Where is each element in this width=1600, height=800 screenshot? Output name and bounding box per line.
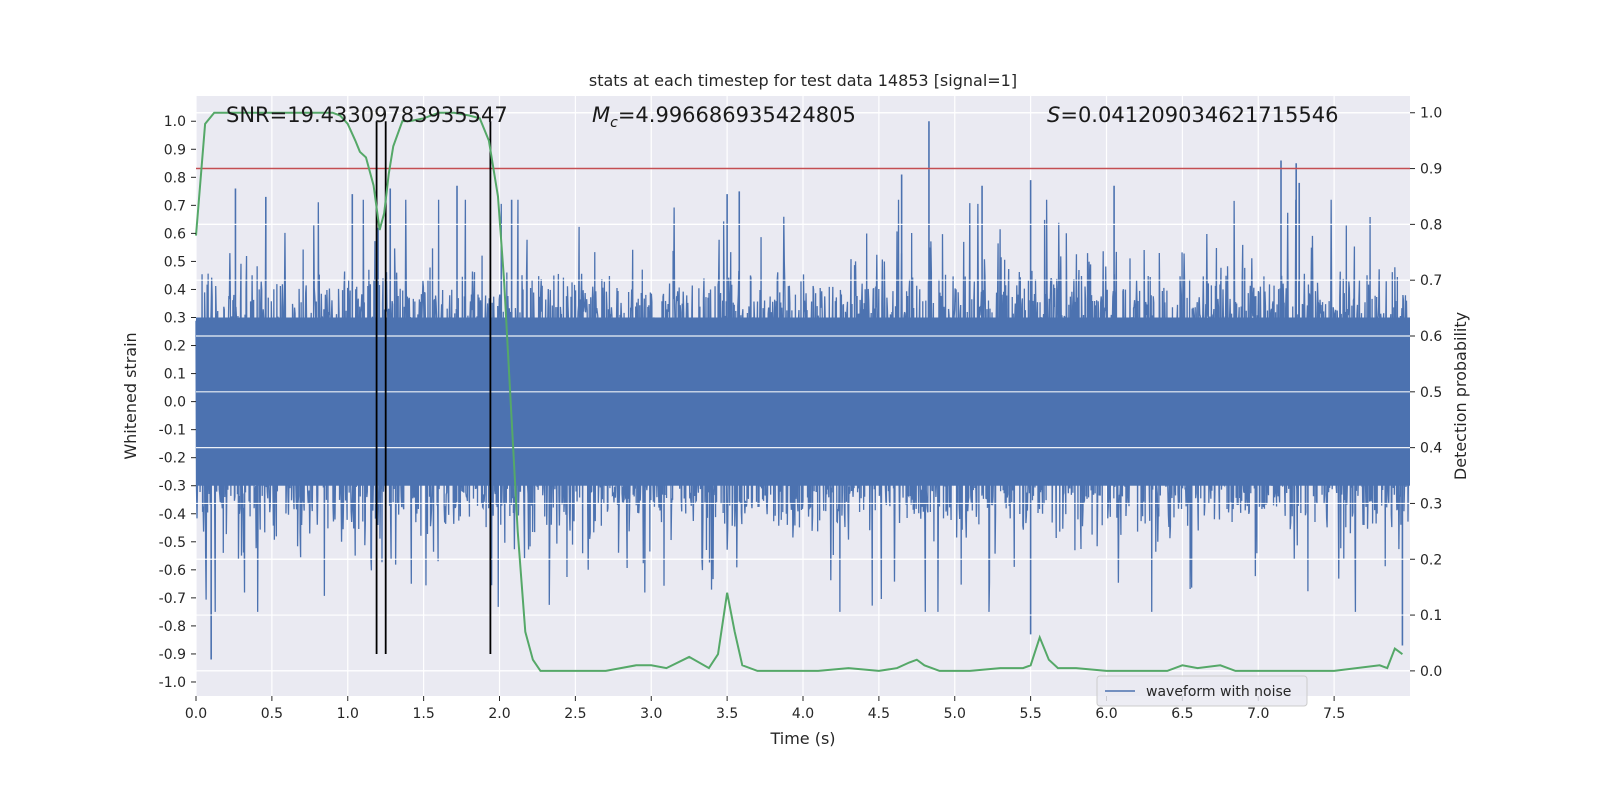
- chirp-mass-value: =4.996686935424805: [618, 103, 856, 127]
- x-tick-label: 4.5: [868, 706, 890, 722]
- y-axis-label: Whitened strain: [121, 332, 140, 459]
- y-tick-label: -0.6: [159, 563, 186, 579]
- y-tick-label: -1.0: [159, 675, 186, 691]
- x-tick-label: 7.0: [1247, 706, 1269, 722]
- y-tick-label: -0.7: [159, 591, 186, 607]
- x-tick-label: 6.0: [1095, 706, 1117, 722]
- y-right-tick-label: 0.2: [1420, 552, 1442, 568]
- y-tick-label: 0.7: [164, 198, 186, 214]
- s-symbol: S: [1047, 103, 1060, 127]
- y-tick-label: -0.4: [159, 507, 186, 523]
- y-right-tick-label: 0.9: [1420, 162, 1442, 178]
- x-tick-label: 5.5: [1019, 706, 1041, 722]
- y-tick-label: 1.0: [164, 114, 186, 130]
- snr-annotation: SNR=19.43309783935547: [226, 103, 508, 127]
- y-tick-label: 0.9: [164, 142, 186, 158]
- legend-label: waveform with noise: [1146, 684, 1291, 700]
- x-tick-label: 3.5: [716, 706, 738, 722]
- y-tick-label: -0.2: [159, 451, 186, 467]
- x-tick-label: 3.0: [640, 706, 662, 722]
- probability-series: [195, 111, 1404, 672]
- x-tick-label: 1.5: [412, 706, 434, 722]
- y-right-tick-label: 1.0: [1420, 106, 1442, 122]
- x-tick-label: 5.0: [944, 706, 966, 722]
- y-tick-label: -0.5: [159, 535, 186, 551]
- y-right-tick-label: 0.3: [1420, 496, 1442, 512]
- x-axis-label: Time (s): [769, 729, 835, 748]
- chirp-mass-annotation: Mc=4.996686935424805: [592, 103, 856, 131]
- y-tick-label: -0.9: [159, 647, 186, 663]
- waveform-series: [195, 112, 1410, 672]
- y-tick-label: -0.8: [159, 619, 186, 635]
- y-right-tick-label: 0.5: [1420, 385, 1442, 401]
- legend-box: [1096, 675, 1308, 707]
- x-tick-label: 4.0: [792, 706, 814, 722]
- y-tick-label: 0.3: [164, 310, 186, 326]
- x-tick-label: 7.5: [1323, 706, 1345, 722]
- s-value: =0.041209034621715546: [1060, 103, 1338, 127]
- s-annotation: S=0.041209034621715546: [1047, 103, 1338, 127]
- tick-labels: 0.0 0.5 1.0 1.5 2.0 2.5 3.0 3.5 4.0 4.5 5.0 5.5 6.0 6…: [159, 106, 1443, 722]
- chirp-mass-subscript: c: [610, 115, 618, 131]
- probability-line: [195, 111, 1404, 672]
- x-tick-label: 1.0: [337, 706, 359, 722]
- y-right-tick-label: 0.7: [1420, 273, 1442, 289]
- x-tick-label: 0.0: [185, 706, 207, 722]
- y-tick-label: 0.1: [164, 367, 186, 383]
- legend: waveform with noise: [1096, 675, 1308, 707]
- y-tick-label: 0.5: [164, 254, 186, 270]
- x-tick-label: 2.5: [564, 706, 586, 722]
- y-tick-label: 0.8: [164, 170, 186, 186]
- waveform-core: [196, 317, 1410, 486]
- y-axis-right-label: Detection probability: [1451, 312, 1470, 480]
- chirp-mass-symbol: M: [592, 103, 610, 127]
- x-tick-label: 0.5: [261, 706, 283, 722]
- y-right-tick-label: 0.0: [1420, 664, 1442, 680]
- y-tick-label: -0.3: [159, 479, 186, 495]
- y-right-tick-label: 0.6: [1420, 329, 1442, 345]
- y-tick-label: 0.2: [164, 339, 186, 355]
- y-tick-label: 0.4: [164, 282, 186, 298]
- y-tick-label: 0.0: [164, 395, 186, 411]
- y-right-tick-label: 0.8: [1420, 217, 1442, 233]
- y-tick-label: 0.6: [164, 226, 186, 242]
- x-tick-label: 2.0: [488, 706, 510, 722]
- x-tick-label: 6.5: [1171, 706, 1193, 722]
- y-tick-label: -0.1: [159, 423, 186, 439]
- y-right-tick-label: 0.4: [1420, 441, 1442, 457]
- chart-title: stats at each timestep for test data 148…: [589, 71, 1017, 90]
- y-right-tick-label: 0.1: [1420, 608, 1442, 624]
